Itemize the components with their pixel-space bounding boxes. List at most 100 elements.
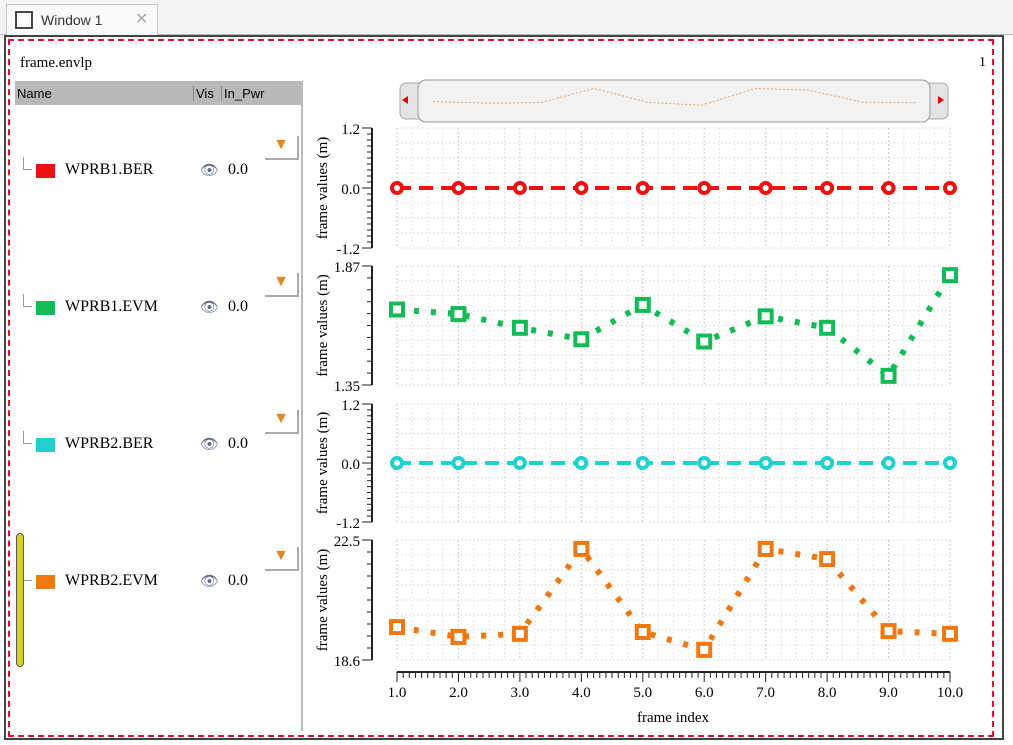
y-tick-label: 1.35 <box>334 379 360 395</box>
trace-tree: Name Vis In_Pwr ▼ WPRB1.BER 👁 0.0 ▼ WPRB1… <box>15 81 303 731</box>
color-swatch <box>36 438 55 452</box>
tab-label: Window 1 <box>41 12 103 28</box>
tree-item[interactable]: WPRB1.BER 👁 0.0 <box>15 157 301 189</box>
y-tick-label: 1.87 <box>334 260 361 276</box>
x-tick-label: 1.0 <box>388 685 407 701</box>
trace-name: WPRB2.BER <box>65 435 154 452</box>
y-axis-label: frame values (m) <box>315 412 331 514</box>
selection-border <box>8 39 994 737</box>
data-point <box>942 267 958 284</box>
in-pwr-value: 0.0 <box>228 572 248 589</box>
eye-icon[interactable]: 👁 <box>200 574 220 590</box>
data-point <box>942 625 958 642</box>
close-icon[interactable]: ✕ <box>135 11 149 28</box>
data-point <box>390 181 404 195</box>
data-point <box>881 181 896 195</box>
data-point <box>389 301 405 318</box>
data-point <box>696 333 713 350</box>
x-tick-label: 2.0 <box>449 685 468 701</box>
data-point <box>574 181 589 195</box>
tree-item[interactable]: WPRB1.EVM 👁 0.0 <box>15 294 301 326</box>
tree-connector <box>23 294 32 307</box>
window-frame <box>4 35 1004 740</box>
selection-handle[interactable] <box>16 533 24 667</box>
data-point <box>819 551 836 568</box>
in-pwr-value: 0.0 <box>228 161 248 178</box>
x-tick-label: 3.0 <box>511 685 530 701</box>
data-point <box>634 296 651 313</box>
trace-name: WPRB1.BER <box>65 161 154 178</box>
data-point <box>573 540 590 557</box>
data-point <box>573 331 590 348</box>
scroll-thumb[interactable] <box>417 79 931 123</box>
x-tick-label: 7.0 <box>756 685 775 701</box>
column-name[interactable]: Name <box>17 86 52 101</box>
tab-bar: Window 1 ✕ <box>0 0 1013 35</box>
data-point <box>697 181 712 195</box>
data-point <box>881 456 896 470</box>
data-point <box>635 181 650 195</box>
in-pwr-value: 0.0 <box>228 298 248 315</box>
data-point <box>943 456 957 470</box>
color-swatch <box>36 164 55 178</box>
tree-item[interactable]: WPRB2.BER 👁 0.0 <box>15 431 301 463</box>
filter-icon[interactable]: ▼ <box>265 547 299 571</box>
data-point <box>635 456 650 470</box>
data-point <box>512 181 527 195</box>
tree-item[interactable]: WPRB2.EVM 👁 0.0 <box>15 568 301 600</box>
data-point <box>820 456 835 470</box>
x-tick-label: 4.0 <box>572 685 591 701</box>
y-tick-label: 0.0 <box>341 182 360 198</box>
panel-wprb2-ber: 1.2 0.0 -1.2 frame values (m) <box>315 398 957 532</box>
filter-icon[interactable]: ▼ <box>265 410 299 434</box>
scroll-left-icon[interactable] <box>402 96 408 104</box>
data-point <box>819 319 836 336</box>
color-swatch <box>36 575 55 589</box>
tree-connector <box>23 157 32 170</box>
y-tick-label: 0.0 <box>341 457 360 473</box>
data-point <box>574 456 589 470</box>
data-point <box>757 540 774 557</box>
x-tick-label: 9.0 <box>879 685 898 701</box>
filter-icon[interactable]: ▼ <box>265 136 299 160</box>
column-in-pwr[interactable]: In_Pwr <box>221 86 264 101</box>
window-icon <box>15 11 33 29</box>
panel-wprb1-ber: 1.2 0.0 -1.2 frame values (m) <box>315 122 957 258</box>
trace-name: WPRB2.EVM <box>65 572 158 589</box>
data-point <box>390 456 404 470</box>
data-point <box>451 181 466 195</box>
y-tick-label: 1.2 <box>341 122 360 138</box>
color-swatch <box>36 301 55 315</box>
data-point <box>696 641 713 658</box>
data-point <box>697 456 712 470</box>
x-axis-label: frame index <box>637 710 710 726</box>
tab-window-1[interactable]: Window 1 ✕ <box>6 4 158 35</box>
data-point <box>511 319 528 336</box>
in-pwr-value: 0.0 <box>228 435 248 452</box>
x-tick-label: 10.0 <box>937 685 963 701</box>
tree-header: Name Vis In_Pwr <box>15 81 301 105</box>
scroll-right-icon[interactable] <box>938 96 944 104</box>
data-point <box>389 619 405 636</box>
x-tick-label: 6.0 <box>695 685 714 701</box>
eye-icon[interactable]: 👁 <box>200 163 220 179</box>
data-point <box>943 181 957 195</box>
column-vis[interactable]: Vis <box>193 86 214 101</box>
data-point <box>634 624 651 640</box>
filter-icon[interactable]: ▼ <box>265 273 299 297</box>
eye-icon[interactable]: 👁 <box>200 300 220 316</box>
x-tick-label: 8.0 <box>818 685 837 701</box>
y-tick-label: -1.2 <box>336 242 360 258</box>
page-number: 1 <box>979 55 986 70</box>
data-point <box>758 456 773 470</box>
trace-name: WPRB1.EVM <box>65 298 158 315</box>
y-axis-label: frame values (m) <box>315 137 331 239</box>
eye-icon[interactable]: 👁 <box>200 437 220 453</box>
overview-scrollbar[interactable] <box>399 79 949 123</box>
x-axis: 1.0 2.0 3.0 4.0 5.0 6.0 7.0 8.0 9.0 10.0 frame ind… <box>388 671 963 726</box>
data-point <box>880 367 897 384</box>
y-tick-label: 1.2 <box>341 398 360 414</box>
